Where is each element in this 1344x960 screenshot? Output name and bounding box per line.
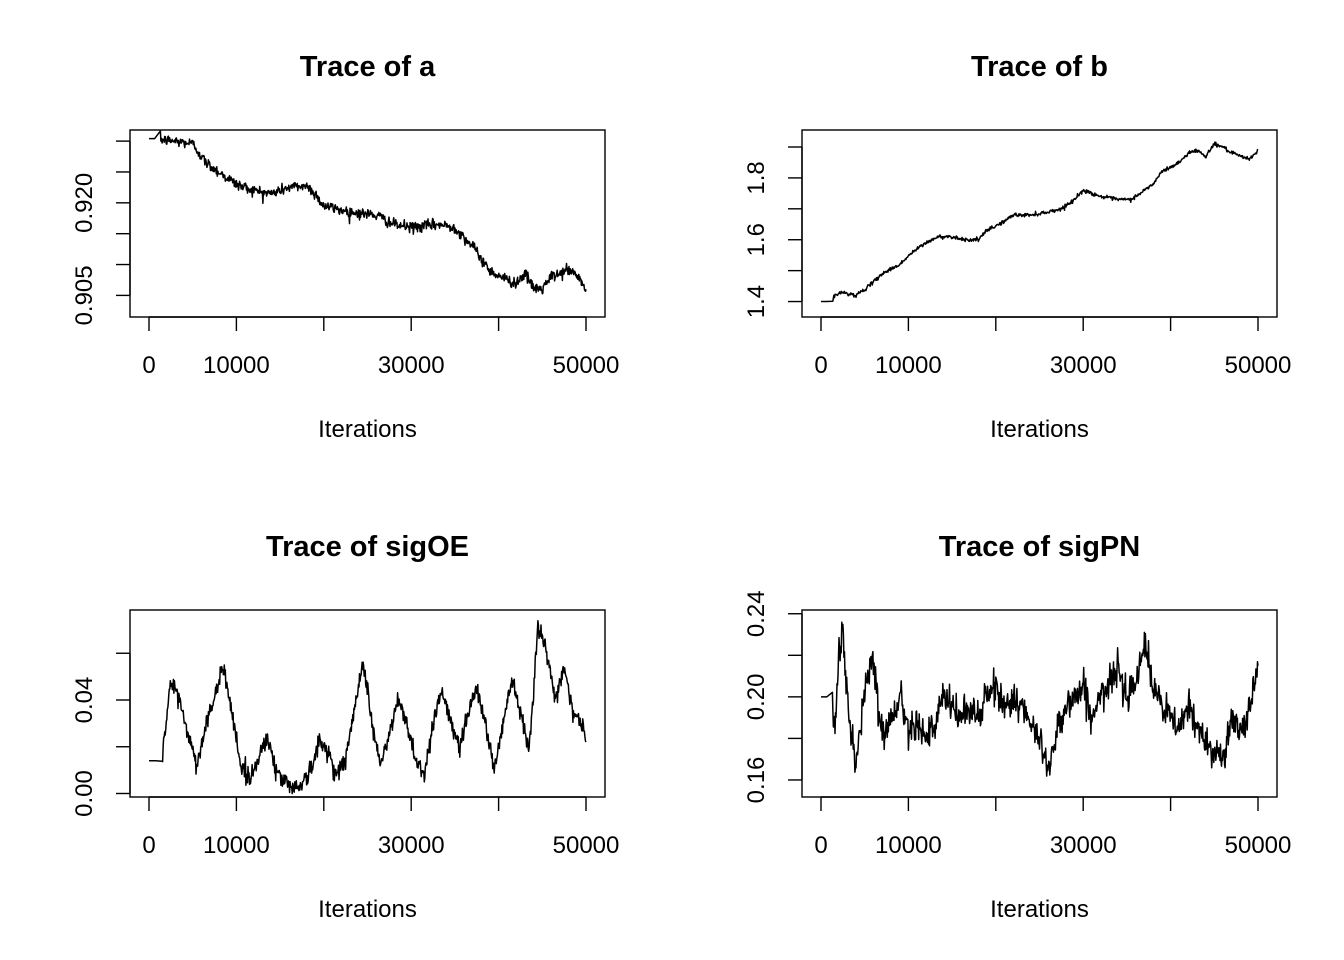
plot-frame [801,609,1278,798]
x-tick-label: 10000 [203,832,270,859]
chart-title: Trace of a [300,51,436,83]
y-tick-label: 0.24 [743,590,770,637]
x-tick-label: 50000 [553,832,620,859]
chart-title: Trace of b [971,51,1108,83]
y-tick-label: 0.905 [71,265,98,325]
chart-title: Trace of sigOE [266,531,469,563]
series-line-1 [821,621,1259,777]
x-axis-label: Iterations [990,896,1089,923]
y-tick-label: 1.6 [743,223,770,256]
x-axis-label: Iterations [318,896,417,923]
y-tick-label: 0.20 [743,673,770,720]
x-tick-label: 0 [814,352,827,379]
x-tick-label: 10000 [203,352,270,379]
x-tick-label: 50000 [1225,352,1292,379]
x-tick-label: 10000 [875,352,942,379]
chart-panel-2: Trace of b 0 10000 30000 50000 Iterations 1.4 1… [743,51,1291,443]
x-tick-label: 30000 [378,352,445,379]
chart-panel-3: Trace of sigOE 0 10000 30000 50000 Iterations… [71,531,619,923]
chart-title: Trace of sigPN [939,531,1140,563]
x-tick-label: 30000 [378,832,445,859]
y-tick-label: 0.04 [71,677,98,724]
y-tick-label: 0.16 [743,757,770,804]
x-axis-label: Iterations [318,416,417,443]
x-tick-label: 50000 [553,352,620,379]
x-tick-label: 10000 [875,832,942,859]
x-tick-label: 30000 [1050,352,1117,379]
x-tick-label: 0 [142,352,155,379]
x-tick-label: 30000 [1050,832,1117,859]
series-line-1 [821,141,1259,303]
chart-panel-1: Trace of a 0 10000 30000 50000 Iterations 0.90… [71,51,619,443]
x-tick-label: 0 [142,832,155,859]
x-axis-label: Iterations [990,416,1089,443]
x-tick-label: 0 [814,832,827,859]
y-tick-label: 0.920 [71,173,98,233]
y-tick-label: 0.00 [71,770,98,817]
x-tick-label: 50000 [1225,832,1292,859]
series-line-1 [149,130,587,295]
y-tick-label: 1.8 [743,161,770,194]
chart-panel-4: Trace of sigPN 0 10000 30000 50000 Iterations… [743,531,1291,923]
y-tick-label: 1.4 [743,285,770,318]
series-line-1 [149,620,587,795]
